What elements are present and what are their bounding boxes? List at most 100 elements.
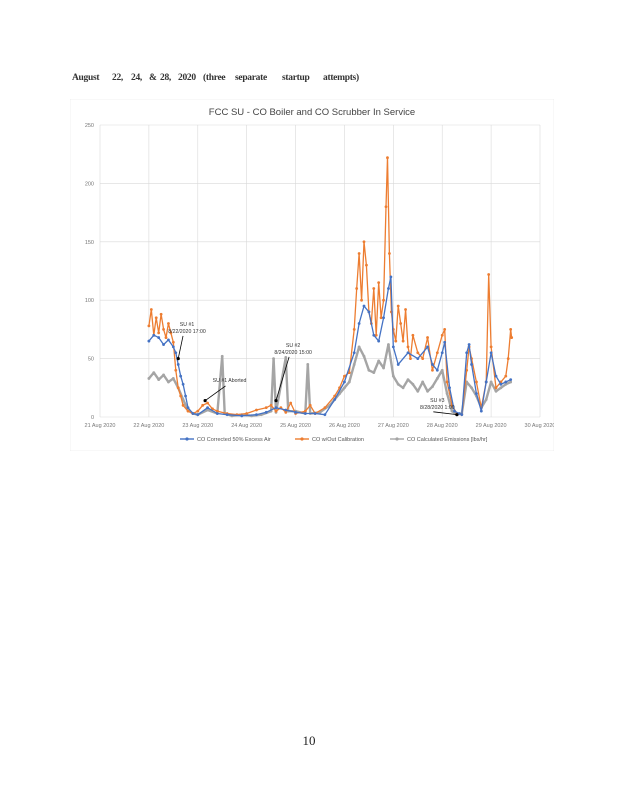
data-point — [147, 324, 151, 328]
data-point — [448, 386, 451, 390]
data-point — [504, 374, 508, 378]
y-tick-label: 100 — [85, 298, 94, 304]
data-point — [284, 356, 288, 359]
data-point — [357, 252, 361, 255]
x-tick-label: 21 Aug 2020 — [85, 423, 116, 429]
data-point — [225, 413, 229, 417]
data-point — [484, 398, 488, 401]
x-tick-label: 25 Aug 2020 — [280, 423, 311, 429]
data-point — [220, 354, 224, 358]
data-point — [367, 310, 371, 314]
annotation-arrowhead — [274, 399, 278, 403]
data-point — [294, 410, 297, 414]
data-point — [506, 357, 510, 360]
x-tick-label: 27 Aug 2020 — [378, 423, 409, 429]
chart-grid — [99, 124, 541, 418]
data-point — [435, 351, 439, 355]
annotation-arrow — [433, 411, 457, 416]
data-point — [357, 322, 361, 325]
data-point — [391, 374, 395, 378]
data-point — [435, 377, 439, 380]
data-point — [388, 252, 391, 255]
data-point — [382, 298, 385, 302]
data-point — [489, 380, 493, 384]
data-point — [352, 363, 356, 366]
data-point — [167, 338, 170, 342]
data-point — [426, 389, 429, 393]
data-point — [377, 359, 381, 363]
data-point — [372, 371, 376, 375]
data-point — [362, 304, 366, 308]
data-point — [272, 357, 275, 360]
x-tick-label: 24 Aug 2020 — [231, 423, 262, 429]
data-point — [152, 333, 156, 337]
heading-word: attempts) — [323, 73, 359, 83]
data-point — [450, 409, 454, 413]
data-point — [484, 380, 488, 384]
annotation-label: SU #1 Aborted — [213, 378, 247, 384]
data-point — [396, 382, 400, 386]
x-tick-label: 26 Aug 2020 — [329, 423, 360, 429]
heading-word: startup — [282, 73, 310, 83]
data-point — [255, 413, 258, 417]
annotation-arrowhead — [203, 399, 207, 403]
data-point — [343, 374, 346, 378]
data-point — [215, 409, 219, 413]
data-point — [352, 351, 356, 355]
data-point — [509, 328, 513, 331]
data-point — [171, 377, 175, 380]
data-point — [487, 273, 491, 276]
data-point — [426, 345, 429, 349]
data-point — [489, 345, 493, 349]
heading-word: 2020 — [178, 73, 196, 83]
data-point — [372, 333, 376, 337]
data-point — [453, 409, 456, 413]
data-point — [445, 380, 449, 384]
data-point — [404, 308, 407, 311]
data-point — [401, 339, 405, 343]
data-point — [264, 410, 268, 414]
x-tick-label: 22 Aug 2020 — [133, 423, 164, 429]
data-point — [440, 368, 444, 372]
data-point — [201, 403, 205, 407]
data-point — [333, 394, 337, 398]
data-point — [406, 378, 410, 382]
data-point — [431, 368, 434, 372]
data-point — [431, 363, 434, 366]
annotation-arrow — [204, 385, 226, 401]
annotation-label: SU #2 — [286, 343, 301, 349]
legend-label: CO w/Out Calibration — [312, 437, 364, 443]
heading-word: separate — [235, 73, 267, 83]
data-point — [181, 403, 185, 407]
data-point — [409, 357, 412, 360]
data-point — [357, 345, 361, 349]
data-point — [470, 363, 473, 366]
data-point — [347, 380, 351, 384]
data-point — [323, 413, 327, 417]
heading-word: 28, — [160, 73, 171, 83]
data-point — [171, 345, 175, 349]
data-point — [494, 386, 498, 390]
data-point — [169, 331, 173, 335]
data-point — [374, 333, 378, 337]
chart-series — [147, 156, 514, 418]
data-point — [499, 386, 503, 390]
data-point — [179, 374, 183, 378]
data-point — [154, 316, 158, 320]
data-point — [152, 371, 156, 375]
data-point — [510, 336, 514, 339]
data-point — [303, 412, 307, 415]
data-point — [467, 343, 471, 346]
data-point — [499, 382, 503, 386]
data-point — [196, 409, 200, 413]
data-point — [245, 412, 249, 415]
data-point — [401, 386, 405, 390]
chart-container: FCC SU - CO Boiler and CO Scrubber In Se… — [70, 99, 554, 451]
data-point — [399, 322, 403, 325]
data-point — [147, 377, 151, 380]
annotation-sublabel: 8/24/2020 15:00 — [274, 350, 312, 356]
data-point — [475, 392, 478, 396]
data-point — [440, 333, 444, 337]
data-point — [372, 287, 376, 290]
annotation-sublabel: 8/22/2020 17:00 — [168, 329, 206, 335]
